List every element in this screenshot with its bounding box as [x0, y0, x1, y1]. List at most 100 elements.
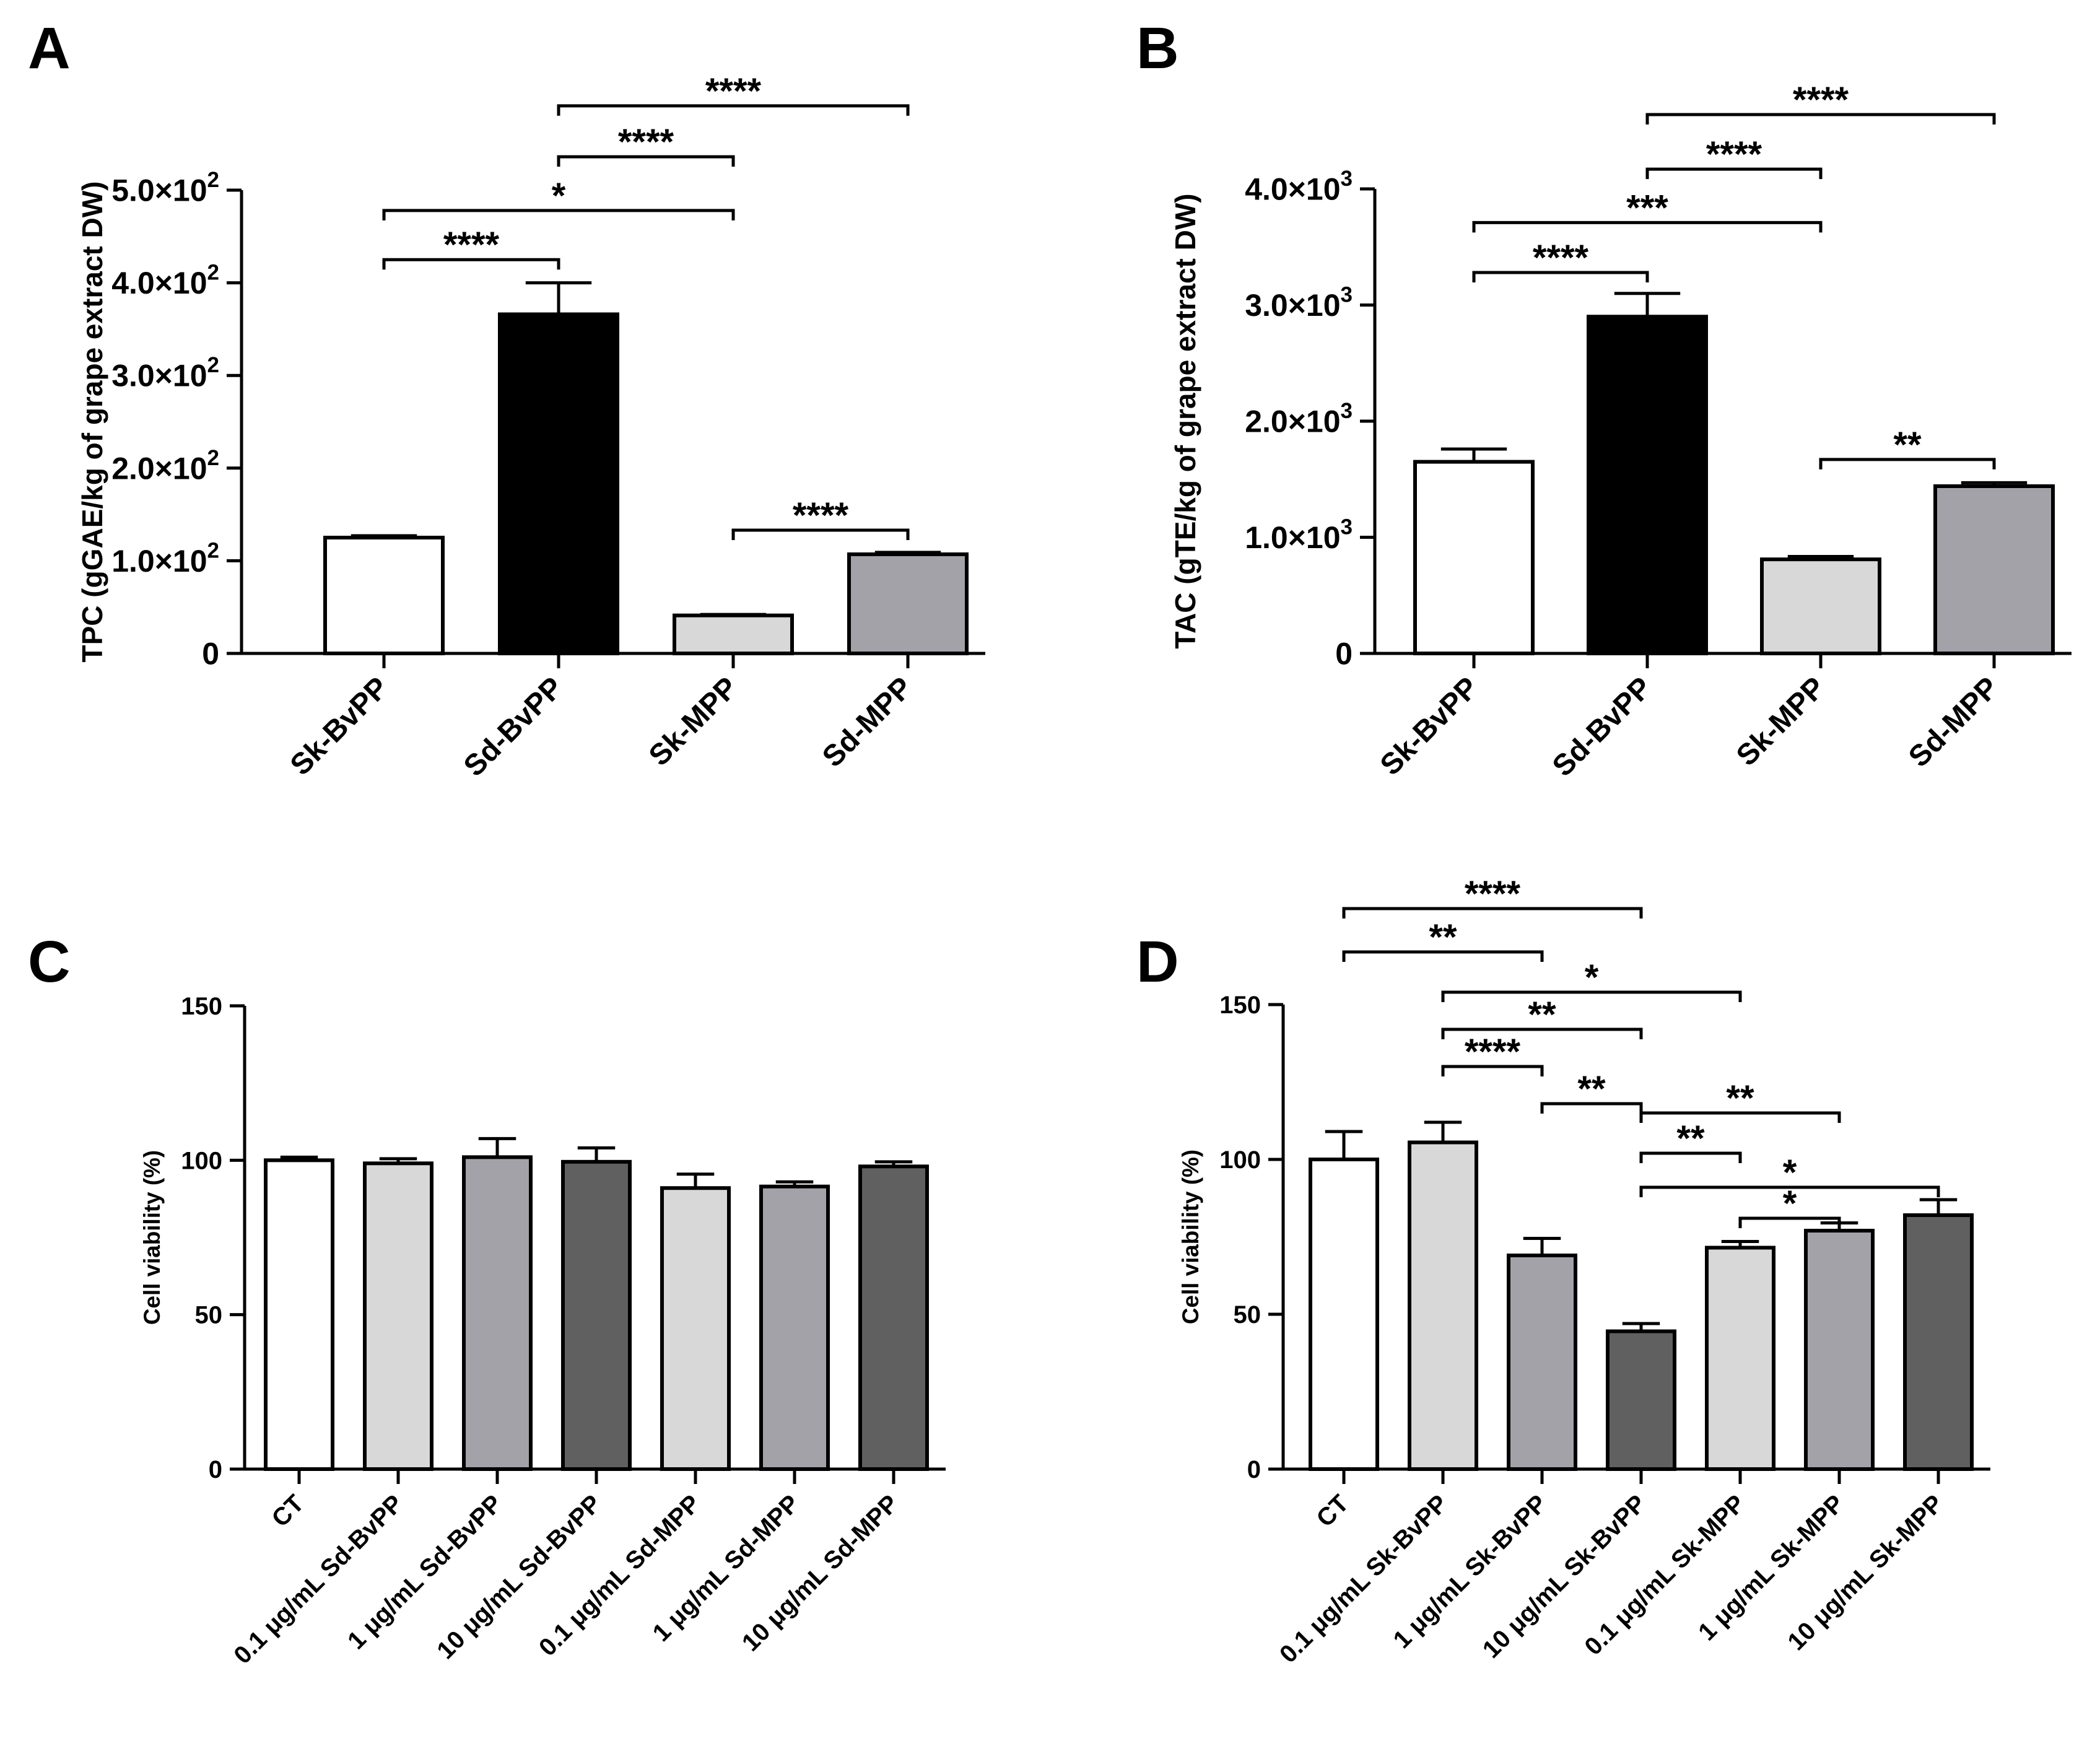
y-tick-label: 50 [1234, 1301, 1261, 1329]
category-label: Sk-MPP [1730, 671, 1832, 772]
y-tick-label: 150 [1219, 992, 1261, 1019]
significance-label: **** [1793, 80, 1849, 120]
category-label: CT [267, 1490, 310, 1532]
category-label: Sk-BvPP [1374, 671, 1485, 782]
significance-label: **** [1465, 874, 1521, 914]
significance-bracket [1472, 220, 1823, 233]
significance-label: **** [443, 225, 500, 265]
bar [1408, 1140, 1478, 1471]
significance-bracket [382, 209, 735, 220]
y-tick-label: 0 [1335, 637, 1353, 671]
y-tick-label: 3.0×102 [111, 353, 219, 393]
panel-b: B 0 1.0×103 2.0×103 3.0×103 4.0×103 TAC (gTE/k… [1136, 15, 2072, 783]
y-tick-label: 1.0×102 [111, 538, 219, 578]
significance-bracket [557, 104, 910, 116]
significance-bracket [1342, 907, 1643, 918]
significance-label: ** [1528, 995, 1556, 1035]
y-tick-label: 0 [202, 637, 219, 671]
y-tick-label: 100 [1219, 1146, 1261, 1174]
significance-label: ** [1577, 1069, 1606, 1109]
significance-label: * [1783, 1184, 1797, 1224]
bar [1507, 1254, 1577, 1471]
significance-bracket [731, 528, 910, 541]
bar [1804, 1229, 1875, 1471]
bar [1606, 1329, 1676, 1471]
bar [1705, 1246, 1775, 1471]
y-axis-title: Cell viability (%) [139, 1150, 165, 1325]
bar [1413, 460, 1535, 655]
significance-label: **** [1465, 1032, 1521, 1072]
category-label: CT [1312, 1490, 1354, 1532]
y-tick-label: 0 [1247, 1456, 1261, 1483]
y-tick-label: 0 [209, 1456, 222, 1483]
significance-bracket [1639, 1185, 1940, 1197]
significance-label: **** [1706, 134, 1762, 175]
category-label: 0.1 μg/mL Sk-MPP [1580, 1490, 1751, 1660]
bar [1309, 1158, 1379, 1471]
y-tick-label: 100 [181, 1147, 222, 1174]
significance-label: * [1783, 1153, 1797, 1193]
significance-bracket [1540, 1102, 1643, 1114]
bar [673, 613, 794, 655]
y-axis-title: TPC (gGAE/kg of grape extract DW) [76, 181, 108, 663]
category-label: Sk-MPP [643, 671, 744, 772]
category-label: Sd-MPP [816, 671, 919, 774]
bar [847, 552, 969, 655]
significance-label: ** [1893, 425, 1922, 465]
y-tick-label: 5.0×102 [111, 168, 219, 208]
bar [264, 1158, 334, 1472]
y-tick-label: 2.0×102 [111, 446, 219, 486]
bar [858, 1164, 929, 1471]
y-tick-label: 1.0×103 [1245, 515, 1353, 556]
significance-label: **** [1533, 238, 1589, 278]
y-tick-label: 2.0×103 [1245, 399, 1353, 439]
bar [561, 1159, 632, 1471]
y-tick-label: 4.0×103 [1245, 167, 1353, 207]
bar [759, 1184, 830, 1471]
category-label: 0.1 μg/mL Sd-BvPP [229, 1490, 408, 1669]
panel-label: C [28, 929, 71, 995]
bar [1903, 1213, 1974, 1471]
significance-bracket [1441, 1028, 1643, 1039]
panel-label: D [1136, 929, 1179, 995]
panel-label: B [1136, 15, 1179, 81]
significance-label: **** [618, 122, 674, 162]
bar [1760, 557, 1881, 655]
significance-bracket [1645, 167, 1823, 180]
significance-bracket [1645, 113, 1996, 124]
significance-label: ** [1726, 1078, 1754, 1119]
category-label: Sd-MPP [1902, 671, 2005, 774]
bar [1933, 484, 2055, 655]
panel-label: A [28, 15, 71, 81]
significance-label: ** [1429, 917, 1457, 958]
category-label: 10 μg/mL Sk-BvPP [1478, 1490, 1652, 1664]
significance-bracket [1639, 1151, 1742, 1163]
panel-a: A 0 1.0×102 2.0×102 3.0×102 4.0×102 5.0×102TPC… [28, 15, 985, 783]
category-label: 0.1 μg/mL Sk-BvPP [1274, 1490, 1453, 1668]
y-axis-title: TAC (gTE/kg of grape extract DW) [1169, 193, 1201, 648]
significance-bracket [557, 155, 735, 167]
y-tick-label: 3.0×103 [1245, 283, 1353, 323]
significance-bracket [1441, 990, 1742, 1002]
bar [1587, 315, 1708, 655]
category-label: Sd-BvPP [458, 671, 570, 783]
y-tick-label: 50 [195, 1302, 223, 1329]
significance-label: **** [705, 71, 762, 111]
bar [363, 1161, 434, 1471]
y-tick-label: 150 [181, 993, 222, 1020]
significance-label: **** [793, 495, 849, 536]
category-label: Sd-BvPP [1546, 671, 1658, 783]
y-axis-title: Cell viability (%) [1178, 1150, 1203, 1324]
significance-label: *** [1626, 188, 1668, 228]
significance-label: ** [1676, 1119, 1705, 1159]
bar [660, 1186, 731, 1472]
panel-c: C 0 50 100 150 Cell viability (%) CT0.1 μg/mL … [28, 929, 946, 1669]
category-label: Sk-BvPP [284, 671, 395, 782]
bar [323, 536, 445, 655]
significance-bracket [1738, 1216, 1841, 1228]
significance-bracket [1639, 1111, 1841, 1123]
bar [498, 312, 619, 655]
significance-bracket [1342, 950, 1544, 962]
